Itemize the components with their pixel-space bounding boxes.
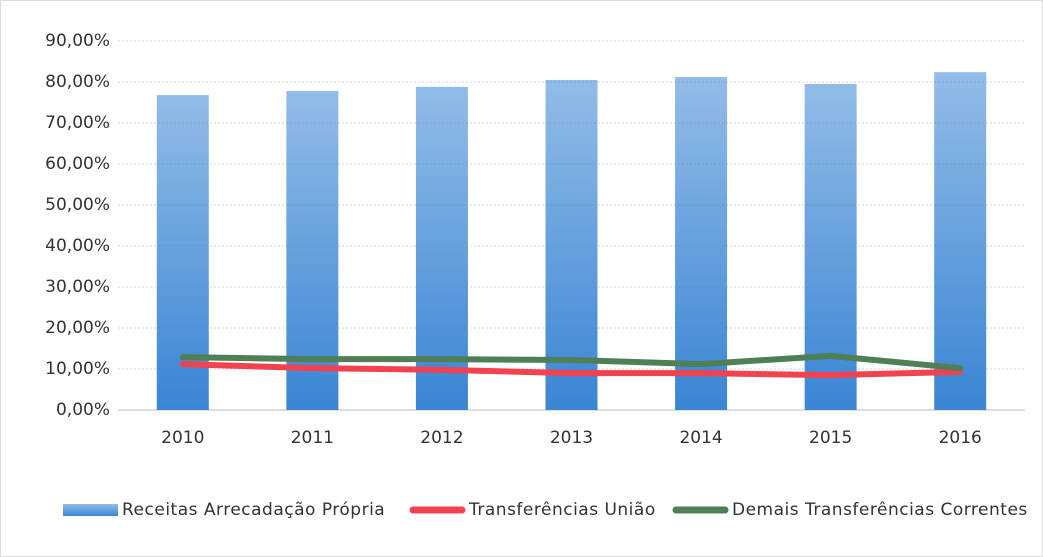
- legend-label: Demais Transferências Correntes: [732, 500, 1028, 520]
- line: [179, 352, 964, 372]
- x-tick-label: 2011: [291, 428, 334, 448]
- y-tick-label: 70,00%: [45, 113, 110, 133]
- y-tick-label: 50,00%: [45, 195, 110, 215]
- bar: [675, 77, 728, 410]
- bar: [545, 79, 598, 410]
- bar: [934, 72, 987, 410]
- x-tick-label: 2013: [550, 428, 593, 448]
- y-tick-label: 10,00%: [45, 359, 110, 379]
- y-tick-label: 0,00%: [56, 400, 110, 420]
- legend-label: Receitas Arrecadação Própria: [122, 500, 385, 520]
- x-tick-label: 2014: [679, 428, 722, 448]
- bar: [804, 84, 857, 411]
- y-tick-label: 20,00%: [45, 318, 110, 338]
- y-tick-label: 60,00%: [45, 154, 110, 174]
- y-tick-label: 80,00%: [45, 72, 110, 92]
- x-tick-label: 2015: [809, 428, 852, 448]
- x-tick-label: 2012: [420, 428, 463, 448]
- x-tick-label: 2010: [161, 428, 204, 448]
- legend-label: Transferências União: [468, 500, 656, 520]
- legend: Receitas Arrecadação Própria Transferênci…: [63, 500, 1028, 520]
- x-tick-label: 2016: [939, 428, 982, 448]
- legend-swatch: [63, 504, 118, 516]
- y-tick-label: 40,00%: [45, 236, 110, 256]
- bar: [415, 86, 468, 411]
- y-tick-label: 90,00%: [45, 31, 110, 51]
- line: [179, 361, 964, 379]
- y-tick-label: 30,00%: [45, 277, 110, 297]
